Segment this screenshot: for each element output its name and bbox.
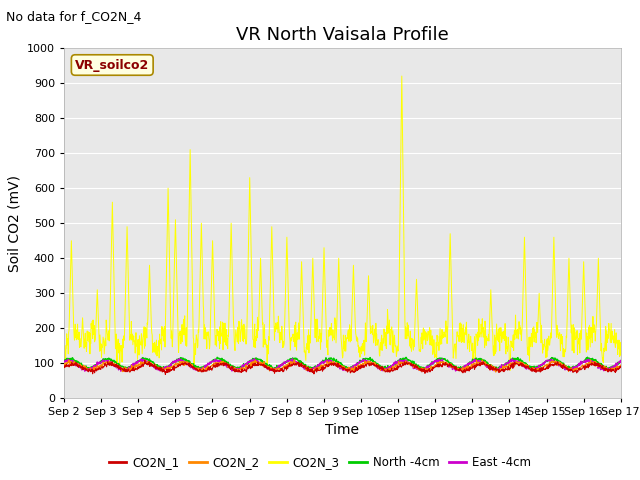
- Text: No data for f_CO2N_4: No data for f_CO2N_4: [6, 10, 142, 23]
- Y-axis label: Soil CO2 (mV): Soil CO2 (mV): [8, 175, 21, 272]
- Text: VR_soilco2: VR_soilco2: [75, 59, 149, 72]
- X-axis label: Time: Time: [325, 423, 360, 437]
- Title: VR North Vaisala Profile: VR North Vaisala Profile: [236, 25, 449, 44]
- Legend: CO2N_1, CO2N_2, CO2N_3, North -4cm, East -4cm: CO2N_1, CO2N_2, CO2N_3, North -4cm, East…: [104, 452, 536, 474]
